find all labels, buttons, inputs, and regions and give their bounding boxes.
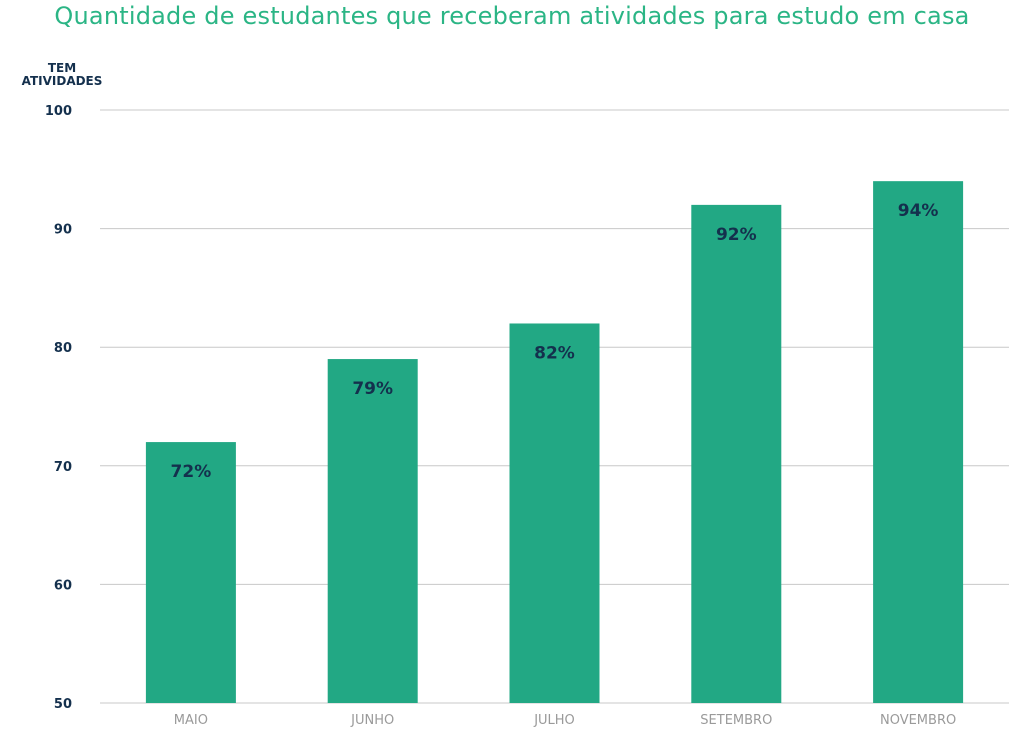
y-tick-label: 50 bbox=[54, 697, 72, 712]
y-axis-label: TEM ATIVIDADES bbox=[21, 61, 103, 88]
y-tick-label: 80 bbox=[54, 341, 72, 356]
data-label: 82% bbox=[534, 343, 575, 363]
x-tick-label: NOVEMBRO bbox=[880, 713, 956, 728]
x-tick-label: JULHO bbox=[533, 713, 575, 728]
bar bbox=[873, 181, 964, 703]
y-tick-label: 60 bbox=[54, 578, 72, 593]
x-tick-label: SETEMBRO bbox=[700, 713, 772, 728]
y-tick-label: 100 bbox=[45, 104, 72, 119]
data-label: 92% bbox=[716, 225, 757, 245]
data-label: 79% bbox=[352, 379, 393, 399]
data-label: 72% bbox=[171, 462, 212, 482]
bar bbox=[327, 359, 418, 703]
y-tick-label: 70 bbox=[54, 460, 72, 475]
bar bbox=[145, 442, 236, 703]
bar bbox=[691, 204, 782, 703]
x-tick-label: MAIO bbox=[174, 713, 208, 728]
y-tick-label: 90 bbox=[54, 223, 72, 238]
x-tick-label: JUNHO bbox=[350, 713, 394, 728]
bar bbox=[509, 323, 600, 703]
data-label: 94% bbox=[898, 201, 939, 221]
chart-title: Quantidade de estudantes que receberam a… bbox=[54, 2, 970, 30]
